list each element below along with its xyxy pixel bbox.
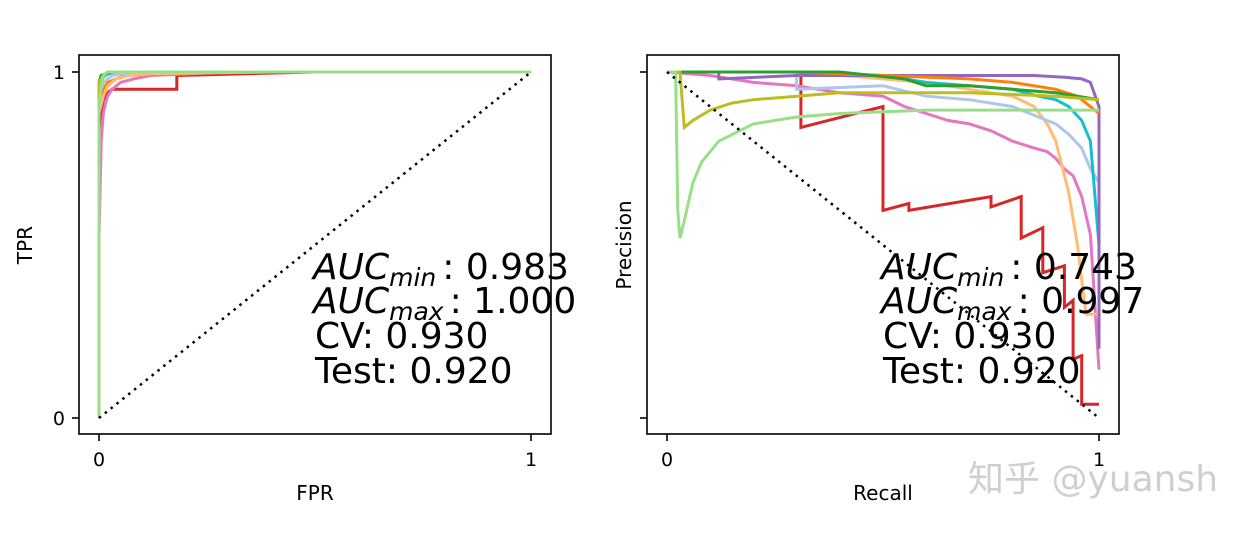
- roc-ticks: 0 1 0 1: [53, 62, 537, 471]
- pr-curve-p-red: [667, 70, 1099, 406]
- pr-curve-p-orange-light: [667, 70, 1099, 316]
- pr-auc-min-label: AUC: [879, 247, 958, 288]
- roc-curves: [97, 70, 531, 418]
- roc-chance-line: [98, 71, 532, 419]
- pr-auc-min-sub: min: [957, 263, 1004, 292]
- roc-auc-min: AUCmin: 0.983: [311, 247, 569, 292]
- roc-auc-min-label: AUC: [311, 247, 390, 288]
- pr-chance-line: [666, 71, 1100, 419]
- pr-axes-frame: [646, 54, 1120, 435]
- pr-xtick-label-0: 0: [661, 449, 673, 471]
- pr-curve-p-pink: [666, 70, 1101, 370]
- roc-axes-frame: [78, 54, 552, 435]
- roc-x-axis-label: FPR: [296, 481, 334, 505]
- roc-auc-max-value: : 1.000: [450, 281, 577, 322]
- pr-auc-max-sub: max: [957, 297, 1012, 326]
- pr-xtick-label-1: 1: [1093, 449, 1105, 471]
- pr-auc-max-label: AUC: [879, 281, 958, 322]
- watermark: 知乎 @yuansh: [968, 459, 1218, 500]
- pr-auc-min: AUCmin: 0.743: [879, 247, 1137, 292]
- pr-curve-p-lightgreen: [667, 70, 1099, 239]
- roc-cv: CV: 0.930: [315, 316, 488, 357]
- roc-auc-min-value: : 0.983: [442, 247, 569, 288]
- pr-cv: CV: 0.930: [883, 316, 1056, 357]
- roc-auc-max-label: AUC: [311, 281, 390, 322]
- roc-y-axis-label: TPR: [13, 226, 37, 265]
- roc-annotation: AUCmin: 0.983 AUCmax: 1.000 CV: 0.930 Te…: [311, 247, 576, 392]
- roc-test: Test: 0.920: [314, 351, 513, 392]
- pr-test: Test: 0.920: [882, 351, 1081, 392]
- pr-y-axis-label: Precision: [612, 200, 636, 289]
- pr-annotation: AUCmin: 0.743 AUCmax: 0.997 CV: 0.930 Te…: [879, 247, 1144, 392]
- roc-panel: 0 101 FPR TPR AUCmin: 0.983 AUCmax: 1.000…: [13, 54, 576, 505]
- pr-curve-p-purple: [667, 70, 1101, 349]
- roc-ytick-label-1: 1: [53, 62, 65, 84]
- roc-xtick-label-0: 0: [93, 449, 105, 471]
- pr-auc-max: AUCmax: 0.997: [879, 281, 1144, 326]
- roc-auc-min-sub: min: [389, 263, 436, 292]
- roc-auc-max: AUCmax: 1.000: [311, 281, 576, 326]
- pr-curves: [666, 70, 1101, 406]
- roc-xtick-label-1: 1: [525, 449, 537, 471]
- pr-auc-min-value: : 0.743: [1010, 247, 1137, 288]
- roc-curve-s-lightgreen: [97, 70, 531, 418]
- pr-x-axis-label: Recall: [853, 481, 913, 505]
- roc-auc-max-sub: max: [389, 297, 444, 326]
- roc-ytick-label-0: 0: [53, 408, 65, 430]
- pr-auc-max-value: : 0.997: [1018, 281, 1145, 322]
- pr-curve-p-olive: [667, 70, 1100, 131]
- pr-curve-p-lightblue: [667, 70, 1101, 184]
- pr-curve-p-green: [667, 70, 1100, 102]
